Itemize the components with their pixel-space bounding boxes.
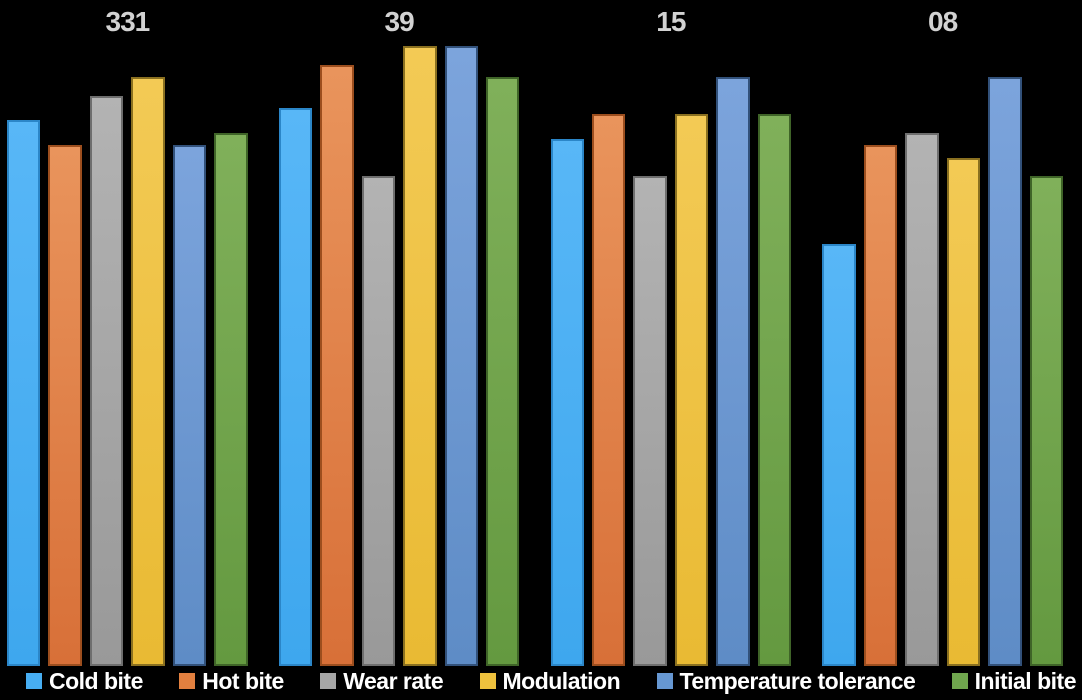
bar-hot-bite-331 [48,145,82,666]
bar-temperature-tolerance-331 [172,145,207,666]
category-group-08: 08 [822,0,1063,666]
bar-cold-bite-331 [7,120,41,666]
legend-swatch-icon [479,673,496,689]
bar-temperature-tolerance-08 [988,77,1022,666]
bar-wear-rate-331 [89,96,124,666]
legend: Cold bite Hot bite Wear rate Modulation Temp… [0,666,1082,700]
category-label: 08 [928,6,958,37]
legend-label: Cold bite [49,667,143,694]
bar-initial-bite-39 [486,77,520,666]
bar-wear-rate-08 [905,133,939,666]
legend-label: Modulation [502,667,621,694]
bar-hot-bite-39 [320,65,354,666]
bar-hot-bite-08 [863,145,898,666]
plot-area: 331 39 15 08 [7,0,1063,666]
legend-swatch-icon [179,673,196,689]
bar-cold-bite-39 [278,108,313,666]
legend-item-modulation: Modulation [479,667,621,695]
bar-temperature-tolerance-39 [444,46,479,666]
category-label: 331 [105,6,151,37]
bar-temperature-tolerance-15 [716,77,750,666]
bar-initial-bite-331 [214,133,248,666]
legend-label: Wear rate [343,667,444,694]
bar-cold-bite-08 [822,244,856,666]
category-group-39: 39 [278,0,520,666]
category-label: 15 [656,6,686,37]
bar-wear-rate-39 [361,176,396,666]
legend-swatch-icon [320,673,337,689]
bar-wear-rate-15 [633,176,667,666]
bar-initial-bite-15 [757,114,792,666]
category-group-15: 15 [550,0,792,666]
category-group-331: 331 [7,0,248,666]
bar-modulation-15 [674,114,709,666]
legend-label: Initial bite [974,667,1077,694]
legend-item-wear-rate: Wear rate [320,667,444,695]
legend-swatch-icon [951,673,968,689]
legend-item-temperature-tolerance: Temperature tolerance [656,667,916,695]
bar-initial-bite-08 [1029,176,1063,666]
bar-modulation-331 [131,77,165,666]
legend-label: Temperature tolerance [679,667,916,694]
legend-swatch-icon [26,673,42,689]
bar-modulation-39 [403,46,437,666]
legend-item-hot-bite: Hot bite [179,668,284,695]
legend-item-cold-bite: Cold bite [26,668,143,695]
bar-cold-bite-15 [550,139,584,666]
category-label: 39 [384,6,415,37]
legend-label: Hot bite [202,667,284,694]
legend-item-initial-bite: Initial bite [951,667,1077,695]
legend-swatch-icon [656,673,673,689]
bar-modulation-08 [946,158,981,666]
bar-hot-bite-15 [591,114,626,666]
